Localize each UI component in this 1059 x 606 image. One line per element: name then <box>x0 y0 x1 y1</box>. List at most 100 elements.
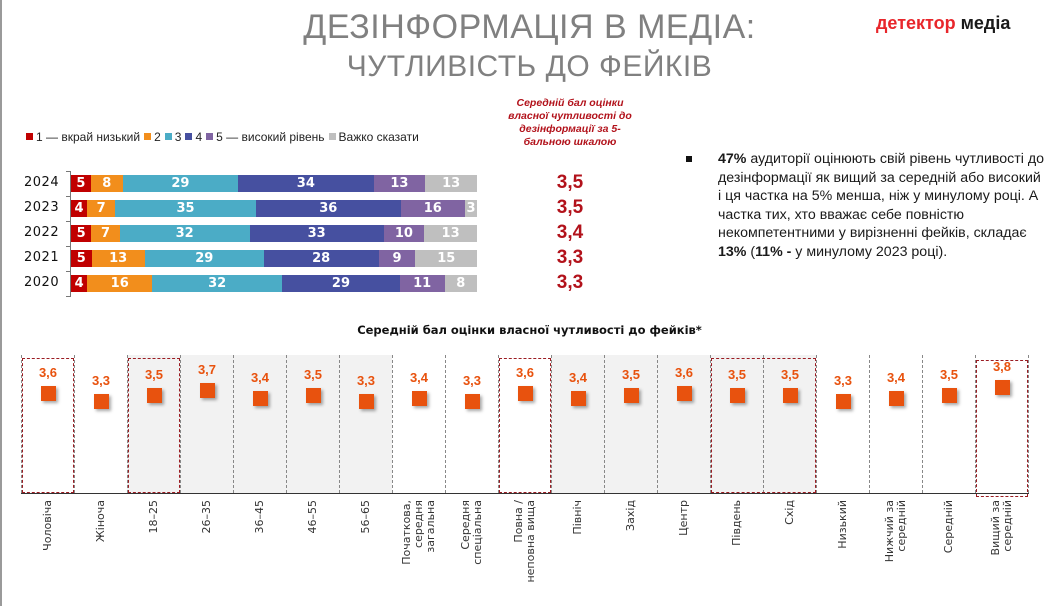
highlight-box <box>22 358 74 493</box>
category-label-wrap: Чоловіча <box>21 500 74 600</box>
summary-bullet: 47% аудиторії оцінюють свій рівень чутли… <box>686 150 1046 261</box>
legend-label: Важко сказати <box>338 130 419 144</box>
category-label-wrap: Вищий за середній <box>975 500 1028 600</box>
column-gridline <box>286 355 287 493</box>
bar-segment: 8 <box>90 175 123 192</box>
category-label-wrap: 46–55 <box>286 500 339 600</box>
sensitivity-chart-title: Середній бал оцінки власної чутливості д… <box>357 323 702 337</box>
category-label: Початкова, середня загальна <box>399 500 437 565</box>
column-gridline <box>1028 355 1029 493</box>
bar-segment: 4 <box>71 275 88 292</box>
category-label: Північ <box>570 500 584 535</box>
category-label: Схід <box>782 500 796 525</box>
column-gridline <box>498 355 499 493</box>
shaded-group <box>551 355 816 493</box>
bar-segment: 13 <box>425 175 477 192</box>
bar-segment: 3 <box>464 200 477 217</box>
column-gridline <box>657 355 658 493</box>
column-gridline <box>763 355 764 493</box>
summary-bold-13: 13% <box>718 243 747 260</box>
legend-swatch <box>206 133 214 140</box>
data-marker <box>835 394 851 409</box>
column-gridline <box>233 355 234 493</box>
column-gridline <box>392 355 393 493</box>
category-label-wrap: Схід <box>763 500 816 600</box>
data-marker <box>305 388 321 404</box>
data-label: 3,5 <box>621 367 641 383</box>
legend-swatch <box>328 133 336 140</box>
column-gridline <box>74 355 75 493</box>
bar-segment: 4 <box>71 200 88 217</box>
data-marker <box>941 388 957 404</box>
bar-segment: 13 <box>373 175 426 192</box>
column-gridline <box>604 355 605 493</box>
summary-text-part3: у минулому 2023 році). <box>791 243 948 260</box>
data-marker <box>570 391 586 407</box>
bar-segment: 36 <box>255 200 401 217</box>
axis-tick <box>66 296 71 297</box>
category-label: 46–55 <box>305 500 319 534</box>
bar-segment: 10 <box>383 225 425 242</box>
average-score-value: 3,4 <box>556 222 584 243</box>
category-label: 56–65 <box>358 500 372 534</box>
data-marker <box>146 388 162 404</box>
bar-segment: 35 <box>115 200 256 217</box>
summary-text: 47% аудиторії оцінюють свій рівень чутли… <box>718 150 1046 261</box>
data-label: 3,6 <box>38 364 58 380</box>
bar-segment: 11 <box>399 275 445 292</box>
category-label: Захід <box>623 500 637 531</box>
bar-segment: 33 <box>249 225 384 242</box>
data-label: 3,5 <box>727 367 747 383</box>
data-label: 3,4 <box>886 370 906 386</box>
category-label-wrap: Північ <box>551 500 604 600</box>
bar-segment: 29 <box>122 175 239 192</box>
year-label: 2021 <box>24 250 60 265</box>
average-score-value: 3,3 <box>556 247 584 268</box>
data-marker <box>729 388 745 404</box>
data-marker <box>994 380 1010 395</box>
axis-tick <box>66 171 71 172</box>
bar-segment: 34 <box>238 175 374 192</box>
legend-item: 5 — високий рівень <box>206 130 325 144</box>
data-marker <box>358 394 374 409</box>
data-label: 3,3 <box>833 373 853 388</box>
column-gridline <box>975 355 976 493</box>
legend-item: 1 — вкрай низький <box>26 130 140 144</box>
legend-item: 3 <box>164 130 181 144</box>
bar-segment: 16 <box>400 200 465 217</box>
column-gridline <box>445 355 446 493</box>
category-label-wrap: Нижчий за середній <box>869 500 922 600</box>
summary-bold-47: 47% <box>718 151 747 167</box>
summary-text-part2: ( <box>746 243 756 260</box>
highlight-box <box>976 360 1028 497</box>
legend-item: Важко сказати <box>328 130 419 144</box>
bar-segment: 16 <box>87 275 153 292</box>
data-label: 3,8 <box>992 359 1012 374</box>
data-label: 3,3 <box>91 373 111 388</box>
bar-segment: 29 <box>282 275 400 292</box>
category-label: Середня спеціальна <box>458 500 484 565</box>
bar-segment: 5 <box>71 175 91 192</box>
category-label-wrap: Захід <box>604 500 657 600</box>
data-label: 3,4 <box>409 370 429 386</box>
category-label-wrap: Повна / неповна вища <box>498 500 551 600</box>
average-score-value: 3,5 <box>556 197 584 218</box>
shaded-group <box>127 355 392 493</box>
data-marker <box>93 394 109 409</box>
data-label: 3,6 <box>674 364 694 380</box>
dot-chart-baseline <box>21 493 1029 494</box>
column-gridline <box>180 355 181 493</box>
category-label-wrap: Низький <box>816 500 869 600</box>
slide-title-line1: ДЕЗІНФОРМАЦІЯ В МЕДІА: <box>303 8 756 46</box>
summary-bold-11: 11% - <box>755 243 792 260</box>
data-label: 3,5 <box>780 367 800 383</box>
average-score-heading: Середній бал оцінки власної чутливості д… <box>508 97 632 148</box>
data-label: 3,5 <box>939 367 959 383</box>
category-label: Вищий за середній <box>988 500 1014 556</box>
year-label: 2024 <box>24 175 60 190</box>
highlight-box <box>711 358 816 493</box>
legend-swatch <box>185 133 193 140</box>
category-label: Жіноча <box>93 500 107 543</box>
average-score-value: 3,3 <box>556 272 584 293</box>
category-label-wrap: 26–35 <box>180 500 233 600</box>
